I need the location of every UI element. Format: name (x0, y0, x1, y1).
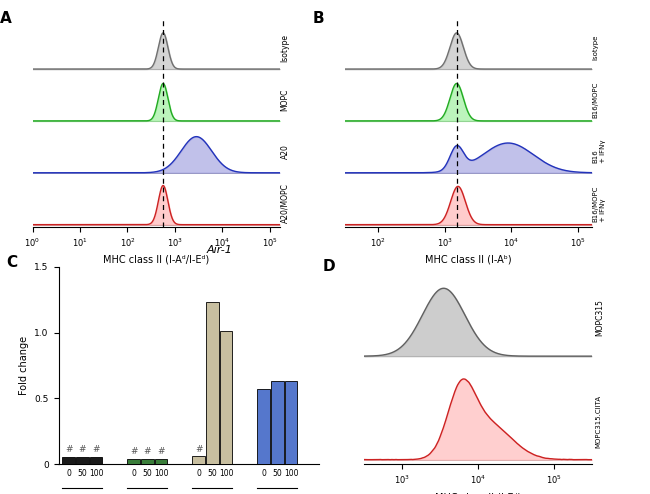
Text: B16/MOPC
+ IFNγ: B16/MOPC + IFNγ (593, 185, 606, 222)
Bar (206, 302, 219, 464)
Text: A20: A20 (280, 144, 289, 159)
Text: MOPC315.CIITA: MOPC315.CIITA (595, 395, 601, 448)
Text: #: # (144, 448, 151, 456)
Bar (127, 459, 140, 464)
Text: #: # (79, 446, 86, 454)
Text: MOPC: MOPC (280, 88, 289, 111)
Text: A20/MOPC: A20/MOPC (280, 183, 289, 223)
X-axis label: MHC class II (I-Aᵇ): MHC class II (I-Aᵇ) (424, 255, 512, 265)
Bar (285, 381, 298, 464)
Text: Isotype: Isotype (280, 34, 289, 62)
Text: B16/MOPC: B16/MOPC (593, 82, 599, 118)
Bar (155, 459, 168, 464)
Text: D: D (323, 259, 335, 274)
Text: #: # (157, 448, 165, 456)
Text: #: # (130, 448, 138, 456)
Text: B: B (313, 11, 324, 27)
Text: B16
+ IFNγ: B16 + IFNγ (593, 140, 606, 163)
Text: C: C (6, 255, 18, 270)
Bar (257, 389, 270, 464)
Text: A: A (1, 11, 12, 27)
Bar (271, 381, 284, 464)
Text: #: # (195, 445, 203, 454)
Bar (220, 331, 233, 464)
Bar (192, 456, 205, 464)
Text: MOPC315: MOPC315 (595, 299, 604, 336)
X-axis label: MHC class II (I-Eᵈ): MHC class II (I-Eᵈ) (435, 492, 521, 494)
Bar (76, 457, 89, 464)
Text: #: # (65, 446, 73, 454)
Bar (62, 457, 75, 464)
Text: Isotype: Isotype (593, 35, 599, 60)
Bar (141, 459, 154, 464)
Y-axis label: Fold change: Fold change (19, 336, 29, 395)
Text: Air-1: Air-1 (207, 245, 233, 255)
X-axis label: MHC class II (I-Aᵈ/I-Eᵈ): MHC class II (I-Aᵈ/I-Eᵈ) (103, 255, 209, 265)
Text: #: # (92, 446, 100, 454)
Bar (90, 457, 103, 464)
